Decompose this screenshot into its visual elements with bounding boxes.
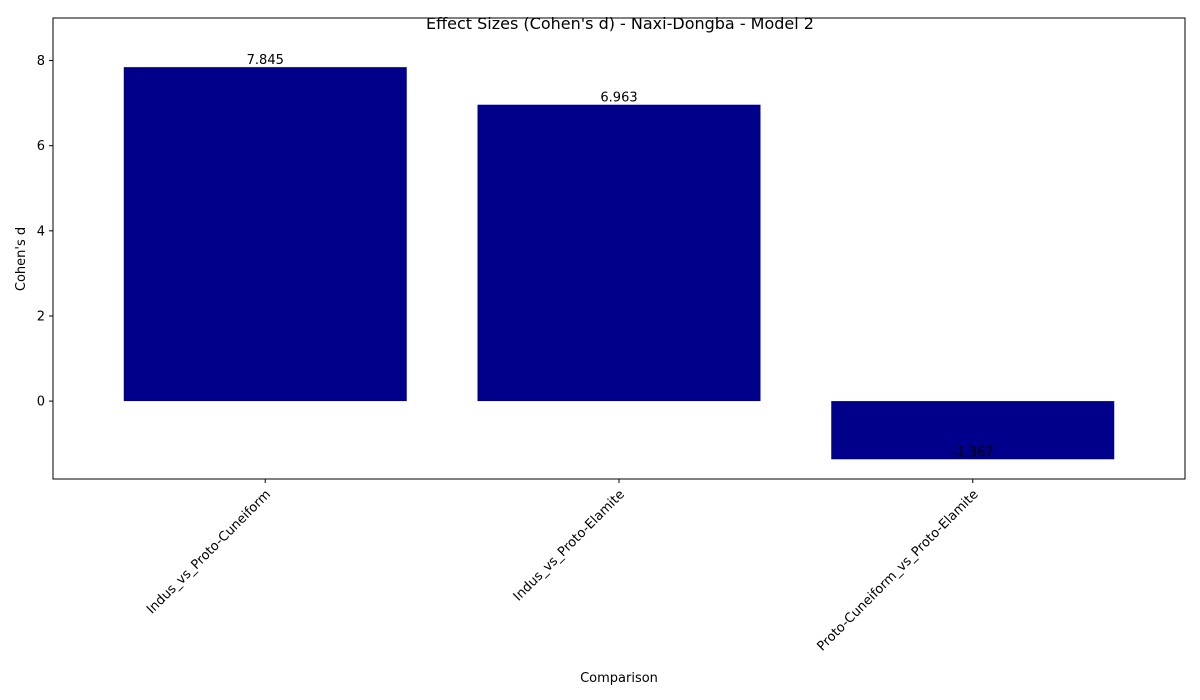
y-tick-label: 4 xyxy=(37,224,45,239)
chart-title: Effect Sizes (Cohen's d) - Naxi-Dongba -… xyxy=(426,14,814,33)
bars-layer xyxy=(123,67,1115,460)
y-axis-label: Cohen's d xyxy=(14,227,29,291)
y-tick-label: 2 xyxy=(37,309,45,324)
bar-1 xyxy=(123,67,407,402)
data-labels: 7.845 6.963 -1.367 xyxy=(247,53,994,460)
y-tick-label: 0 xyxy=(37,395,45,410)
y-tick-label: 6 xyxy=(37,139,45,154)
plot-area-frame xyxy=(52,17,1186,480)
data-label-3: -1.367 xyxy=(952,445,994,460)
bar-2 xyxy=(477,104,761,402)
bar-3 xyxy=(831,401,1115,460)
data-label-2: 6.963 xyxy=(600,91,637,106)
y-axis-ticks: 0 2 4 6 8 xyxy=(37,54,53,410)
y-tick-label: 8 xyxy=(37,54,45,69)
data-label-1: 7.845 xyxy=(247,53,284,68)
x-axis-label: Comparison xyxy=(580,671,658,686)
